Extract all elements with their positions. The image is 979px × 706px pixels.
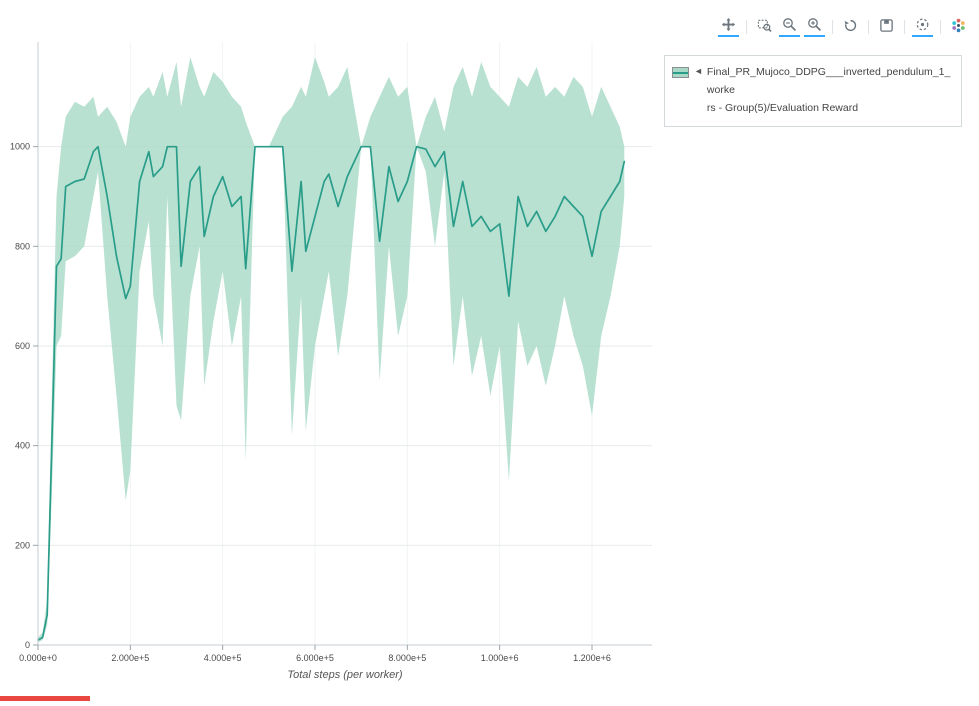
- modebar-separator: [868, 19, 869, 34]
- legend-item[interactable]: ◄ Final_PR_Mujoco_DDPG___inverted_pendul…: [672, 64, 954, 118]
- mean-line: [37, 145, 626, 641]
- plot-area[interactable]: 0 200 400 600 800 1000 0.000e+0 2.000e+5 4.000e+…: [0, 0, 664, 701]
- y-tick-label: 1000: [10, 142, 30, 152]
- plotly-logo-icon[interactable]: [948, 17, 969, 36]
- modebar-separator: [904, 19, 905, 34]
- zoom-in-icon[interactable]: [804, 16, 825, 37]
- x-tick-label: 1.200e+6: [573, 653, 611, 663]
- box-zoom-icon[interactable]: [754, 17, 775, 36]
- modebar: [718, 16, 969, 37]
- axes: [37, 42, 652, 646]
- modebar-separator: [746, 19, 747, 34]
- x-tick-label: 4.000e+5: [204, 653, 242, 663]
- reset-axes-icon[interactable]: [840, 17, 861, 36]
- save-icon[interactable]: [876, 17, 897, 36]
- modebar-separator: [940, 19, 941, 34]
- y-tick-label: 0: [25, 640, 30, 650]
- legend-collapse-icon[interactable]: ◄: [694, 66, 703, 76]
- bottom-red-strip: [0, 696, 90, 701]
- zoom-out-icon[interactable]: [779, 16, 800, 37]
- legend-swatch: [672, 67, 689, 78]
- y-tick-label: 200: [15, 540, 30, 550]
- hover-icon[interactable]: [912, 16, 933, 37]
- x-tick-label: 1.000e+6: [481, 653, 519, 663]
- x-axis-title: Total steps (per worker): [287, 669, 402, 681]
- x-tick-label: 8.000e+5: [388, 653, 426, 663]
- y-tick-label: 800: [15, 241, 30, 251]
- evaluation-reward-chart[interactable]: 0 200 400 600 800 1000 0.000e+0 2.000e+5 4.000e+…: [0, 0, 664, 701]
- x-tick-label: 2.000e+5: [111, 653, 149, 663]
- legend: ◄ Final_PR_Mujoco_DDPG___inverted_pendul…: [664, 55, 962, 127]
- legend-label: Final_PR_Mujoco_DDPG___inverted_pendulum…: [707, 64, 954, 118]
- y-tick-label: 600: [15, 341, 30, 351]
- legend-swatch-line: [673, 72, 688, 74]
- legend-label-line1: Final_PR_Mujoco_DDPG___inverted_pendulum…: [706, 66, 951, 96]
- pan-icon[interactable]: [718, 16, 739, 37]
- legend-label-line2: rs - Group(5)/Evaluation Reward: [706, 101, 859, 114]
- confidence-band: [38, 57, 625, 643]
- x-axis: 0.000e+0 2.000e+5 4.000e+5 6.000e+5 8.000e+5…: [19, 645, 611, 663]
- x-tick-label: 6.000e+5: [296, 653, 334, 663]
- y-axis: 0 200 400 600 800 1000: [10, 142, 38, 650]
- modebar-separator: [832, 19, 833, 34]
- x-tick-label: 0.000e+0: [19, 653, 57, 663]
- y-tick-label: 400: [15, 441, 30, 451]
